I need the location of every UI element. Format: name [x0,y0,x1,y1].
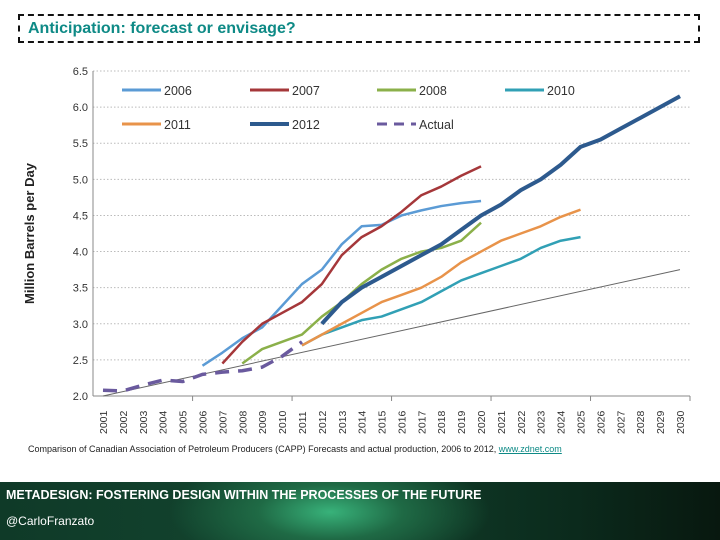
legend-label: 2011 [164,118,191,132]
y-axis-label: Million Barrels per Day [22,162,37,304]
x-tick-label: 2008 [237,410,249,434]
x-tick-label: 2025 [576,410,588,434]
x-tick-label: 2016 [396,410,408,434]
footer-band: METADESIGN: FOSTERING DESIGN WITHIN THE … [0,482,720,540]
slide-title: Anticipation: forecast or envisage? [28,20,296,37]
x-tick-label: 2014 [357,410,369,434]
legend-label: 2010 [547,84,575,98]
caption-text: Comparison of Canadian Association of Pe… [28,444,499,454]
chart-caption: Comparison of Canadian Association of Pe… [28,444,562,454]
y-tick-label: 6.5 [73,66,88,78]
legend-label: 2006 [164,84,192,98]
series-line-2011 [301,208,581,347]
x-tick-label: 2017 [416,410,428,434]
y-tick-label: 4.0 [73,247,88,259]
x-tick-label: 2015 [377,410,389,434]
x-tick-label: 2023 [536,410,548,434]
y-tick-label: 4.5 [73,210,88,222]
x-tick-label: 2009 [257,410,269,434]
x-tick-label: 2021 [496,410,508,434]
x-tick-label: 2026 [595,410,607,434]
footer-handle: @CarloFranzato [6,514,95,528]
y-tick-label: 3.5 [73,283,88,295]
series-line-2007 [221,165,482,365]
legend-label: Actual [419,118,454,132]
x-tick-label: 2006 [197,410,209,434]
x-tick-label: 2028 [635,410,647,434]
x-tick-label: 2020 [476,410,488,434]
source-link[interactable]: www.zdnet.com [498,444,562,454]
title-box: Anticipation: forecast or envisage? [18,14,700,43]
y-tick-label: 5.0 [73,174,88,186]
y-tick-label: 5.5 [73,138,88,150]
x-tick-label: 2002 [118,410,130,434]
x-tick-label: 2012 [317,410,329,434]
x-tick-label: 2013 [337,410,349,434]
x-tick-label: 2004 [158,410,170,434]
y-tick-label: 6.0 [73,102,88,114]
x-tick-label: 2022 [516,410,528,434]
x-tick-label: 2030 [675,410,687,434]
x-tick-label: 2027 [615,410,627,434]
x-tick-label: 2024 [556,410,568,434]
footer-title: METADESIGN: FOSTERING DESIGN WITHIN THE … [6,488,482,502]
x-tick-label: 2007 [217,410,229,434]
y-tick-label: 3.0 [73,319,88,331]
x-tick-label: 2010 [277,410,289,434]
legend-label: 2008 [419,84,447,98]
x-tick-label: 2011 [297,411,309,434]
y-tick-label: 2.5 [73,355,88,367]
x-tick-label: 2018 [436,410,448,434]
x-tick-label: 2001 [98,410,110,434]
x-tick-label: 2005 [178,410,190,434]
x-tick-label: 2019 [456,410,468,434]
chart: 2.0 2.5 3.0 3.5 4.0 4.5 5.0 5.5 6.0 6.5 2001 2002 20… [22,66,691,434]
trendline [102,269,681,397]
y-tick-label: 2.0 [73,391,88,403]
legend-label: 2012 [292,118,320,132]
series-line-2012 [320,94,681,326]
series-line-actual [102,340,303,393]
legend-label: 2007 [292,84,320,98]
x-tick-label: 2029 [655,410,667,434]
x-tick-label: 2003 [138,410,150,434]
